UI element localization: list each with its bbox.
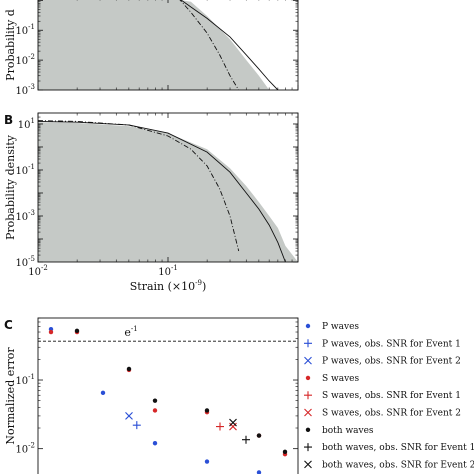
marker-point bbox=[48, 329, 54, 335]
y-tick-label: 10-3 bbox=[15, 209, 35, 223]
legend-label: S waves, obs. SNR for Event 2 bbox=[322, 409, 461, 419]
y-tick-label: 10-3 bbox=[15, 83, 35, 97]
plot-area bbox=[38, 0, 279, 90]
legend-marker bbox=[305, 323, 311, 329]
panel-letter: B bbox=[4, 113, 13, 127]
legend-marker bbox=[304, 460, 312, 469]
legend-marker bbox=[305, 375, 311, 381]
y-tick-label: 10-1 bbox=[15, 373, 35, 387]
marker-point bbox=[256, 470, 262, 474]
marker-point bbox=[152, 398, 158, 403]
legend: P waves P waves, obs. SNR for Event 1 P wa… bbox=[304, 322, 474, 470]
panel-a: 10-1 10-2 10-3 Probability d bbox=[4, 0, 299, 97]
x-axis-label: Strain (×10-9) bbox=[130, 279, 207, 293]
x-tick-label: 10-1 bbox=[158, 264, 178, 278]
marker-point bbox=[152, 408, 158, 413]
marker-point bbox=[282, 449, 288, 455]
y-tick-label: 10-1 bbox=[15, 23, 35, 37]
y-axis-label: Probability density bbox=[4, 134, 17, 240]
legend-label: P waves bbox=[322, 322, 359, 332]
e-inverse-label: e-1 bbox=[124, 325, 137, 339]
marker-point bbox=[204, 408, 210, 413]
legend-marker bbox=[304, 408, 312, 417]
plot-area bbox=[38, 326, 298, 474]
legend-marker bbox=[305, 427, 311, 432]
marker-point bbox=[204, 459, 210, 464]
marker-point bbox=[242, 435, 250, 444]
legend-label: P waves, obs. SNR for Event 2 bbox=[322, 357, 461, 367]
legend-label: S waves, obs. SNR for Event 1 bbox=[322, 391, 461, 401]
marker-point bbox=[256, 433, 262, 438]
marker-point bbox=[74, 328, 80, 334]
y-tick-label: 101 bbox=[18, 117, 35, 131]
legend-marker bbox=[304, 339, 312, 348]
histogram-area bbox=[38, 122, 298, 262]
marker-point bbox=[152, 441, 158, 446]
histogram-area bbox=[38, 0, 270, 90]
y-tick-label: 10-2 bbox=[15, 442, 35, 456]
marker-point bbox=[216, 422, 224, 431]
marker-point bbox=[132, 421, 141, 430]
panel-letter: C bbox=[4, 318, 13, 332]
marker-point bbox=[229, 418, 237, 427]
y-axis-label: Normalized error bbox=[4, 347, 17, 445]
axes-frame bbox=[37, 317, 299, 474]
marker-point bbox=[125, 412, 133, 420]
legend-label: both waves bbox=[322, 426, 374, 436]
marker-point bbox=[100, 390, 106, 396]
legend-label: both waves, obs. SNR for Event 1 bbox=[322, 443, 474, 453]
marker-point bbox=[229, 422, 237, 431]
y-axis-label: Probability d bbox=[4, 9, 17, 81]
solid-fit-curve bbox=[180, 0, 279, 90]
legend-marker bbox=[304, 356, 312, 365]
plot-area bbox=[38, 120, 298, 262]
y-tick-label: 10-1 bbox=[15, 163, 35, 177]
legend-label: both waves, obs. SNR for Event 2 bbox=[322, 460, 474, 470]
y-tick-label: 10-2 bbox=[15, 53, 35, 67]
legend-marker bbox=[304, 443, 312, 452]
marker-point bbox=[126, 366, 132, 372]
y-tick-label: 10-5 bbox=[15, 255, 35, 269]
legend-label: S waves bbox=[322, 374, 360, 384]
legend-label: P waves, obs. SNR for Event 1 bbox=[322, 339, 461, 349]
x-tick-label: 10-2 bbox=[28, 264, 48, 278]
legend-marker bbox=[304, 391, 312, 400]
